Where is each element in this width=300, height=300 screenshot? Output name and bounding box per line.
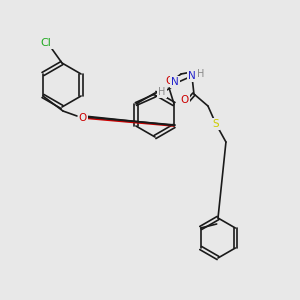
Text: O: O (181, 95, 189, 105)
Text: O: O (165, 76, 173, 86)
Text: O: O (79, 113, 87, 123)
Text: H: H (158, 87, 166, 97)
Text: Cl: Cl (40, 38, 51, 48)
Text: S: S (213, 119, 219, 129)
Text: N: N (188, 71, 196, 81)
Text: N: N (171, 77, 179, 87)
Text: H: H (197, 69, 205, 79)
